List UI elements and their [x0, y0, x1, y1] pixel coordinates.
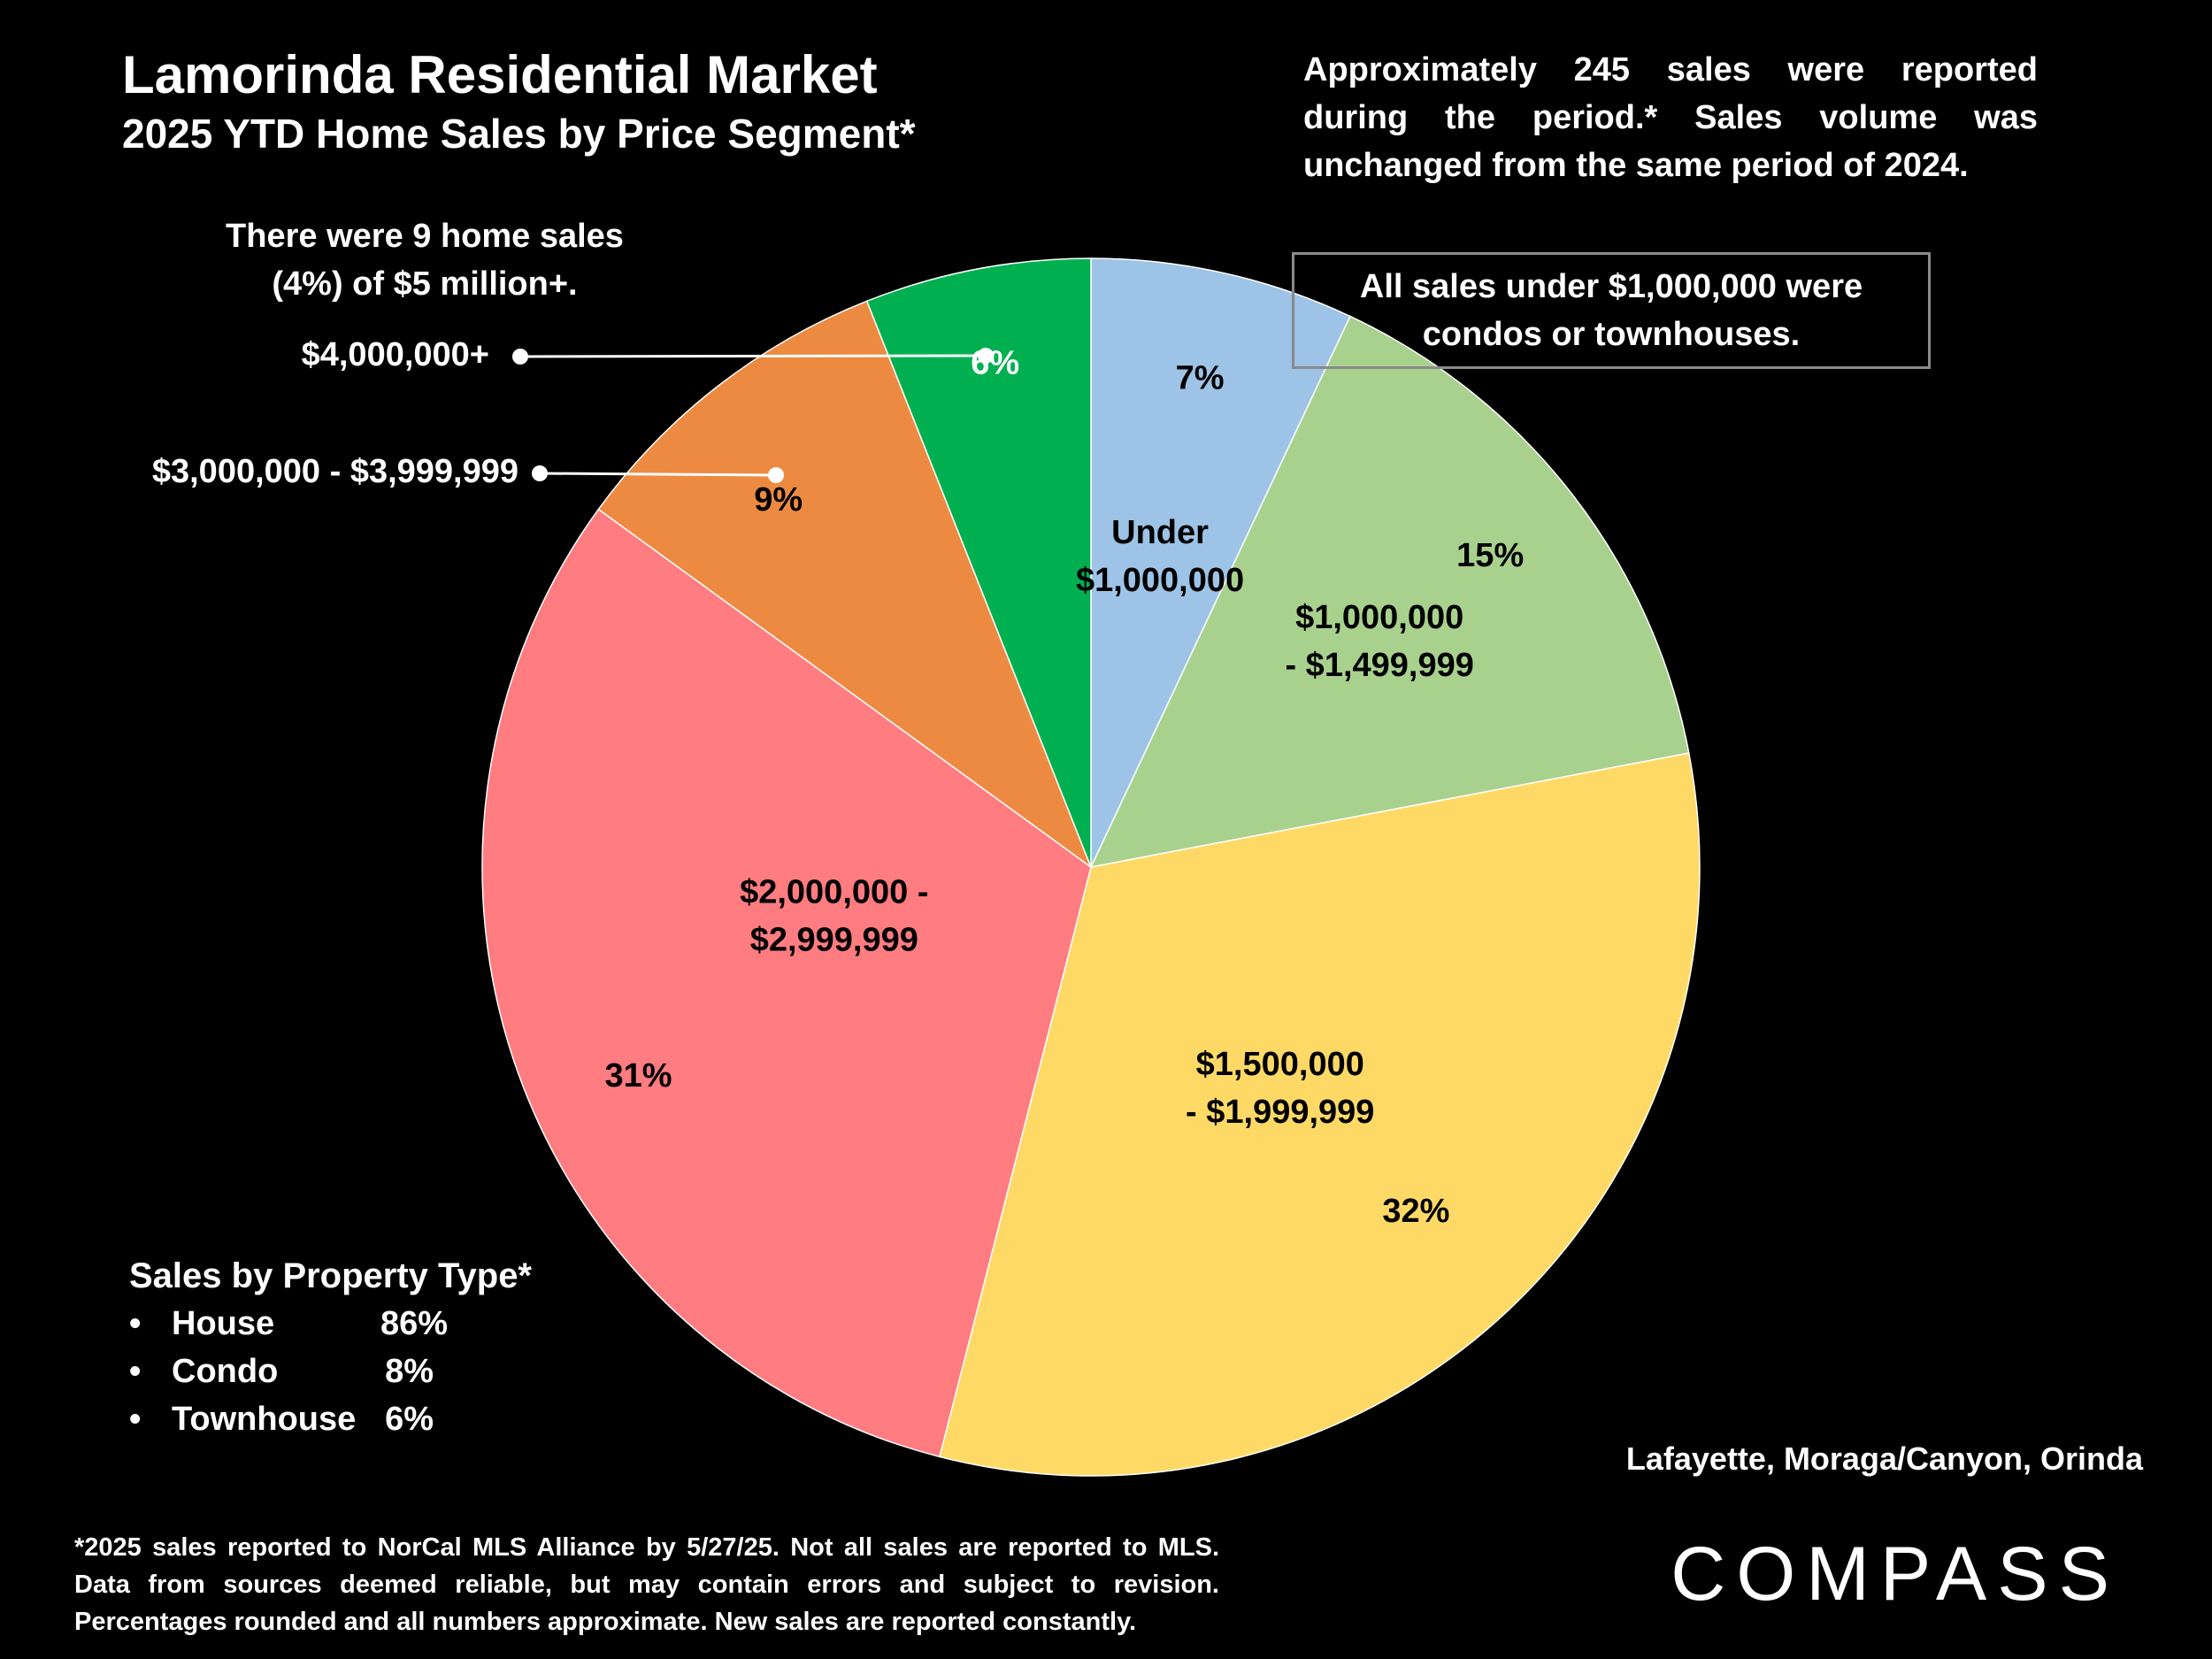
- property-type-row: • Condo 8%: [129, 1348, 532, 1395]
- callout-category-label: $4,000,000+: [302, 336, 489, 373]
- pie-slice: [597, 300, 1093, 870]
- condo-note-line: All sales under $1,000,000 were: [1359, 268, 1863, 305]
- callout-dot: [768, 467, 784, 483]
- property-type-title: Sales by Property Type*: [129, 1256, 532, 1295]
- slice-category-label: $1,000,000: [1295, 599, 1463, 636]
- slice-category-label: $2,999,999: [750, 922, 918, 959]
- condo-note-box: All sales under $1,000,000 were condos o…: [1292, 252, 1931, 369]
- compass-logo: COMPASS: [1671, 1532, 2120, 1617]
- callout-dot: [532, 465, 548, 481]
- five-million-note-line: There were 9 home sales: [226, 218, 624, 255]
- slice-category-label: $1,500,000: [1196, 1046, 1364, 1083]
- footnote: *2025 sales reported to NorCal MLS Allia…: [74, 1533, 1219, 1636]
- callout-line: [519, 354, 987, 358]
- pie-slice: [1089, 315, 1690, 869]
- chart-title: Lamorinda Residential Market: [122, 45, 878, 104]
- slice-percent-label: 7%: [1176, 359, 1225, 396]
- chart-subtitle: 2025 YTD Home Sales by Price Segment*: [122, 111, 916, 157]
- property-type-name: Townhouse: [172, 1400, 357, 1438]
- property-type-name: House: [172, 1304, 275, 1342]
- bullet: •: [129, 1304, 142, 1342]
- slice-category-label: Under: [1111, 514, 1209, 551]
- condo-note-line: condos or townhouses.: [1422, 316, 1801, 353]
- pie-slice: [938, 752, 1701, 1477]
- pie-labels: 7% Under $1,000,000 15% $1,000,000 - $1,499,9…: [604, 344, 1524, 1230]
- callout-category-label: $3,000,000 - $3,999,999: [152, 453, 518, 490]
- callout-dot: [512, 349, 528, 365]
- region-label: Lafayette, Moraga/Canyon, Orinda: [1625, 1440, 2143, 1477]
- property-type-value: 86%: [380, 1304, 449, 1342]
- slice-percent-label: 9%: [754, 481, 803, 518]
- callout-dot: [978, 348, 994, 364]
- slice-percent-label: 31%: [604, 1057, 672, 1094]
- property-type-legend: Sales by Property Type* • House 86% • Co…: [129, 1256, 532, 1443]
- property-type-row: • House 86%: [129, 1300, 532, 1348]
- property-type-name: Condo: [172, 1352, 279, 1390]
- five-million-note-line: (4%) of $5 million+.: [272, 265, 578, 303]
- slice-category-label: - $1,499,999: [1285, 647, 1473, 684]
- sales-volume-note-line: unchanged from the same period of 2024.: [1303, 147, 1969, 184]
- slice-category-label: $1,000,000: [1076, 562, 1244, 599]
- pie-callouts: $3,000,000 - $3,999,999 $4,000,000+: [152, 336, 994, 490]
- bullet: •: [129, 1400, 142, 1438]
- pie-slices: [481, 257, 1701, 1477]
- slice-percent-label: 15%: [1456, 537, 1524, 574]
- sales-volume-note: Approximately 245 sales were reported du…: [1303, 46, 2038, 189]
- property-type-row: • Townhouse 6%: [129, 1395, 532, 1443]
- property-type-value: 6%: [385, 1400, 434, 1438]
- slice-category-label: - $1,999,999: [1186, 1094, 1374, 1131]
- pie-slice: [481, 508, 1092, 1458]
- sales-volume-note-line: Approximately 245 sales were reported: [1303, 51, 2038, 88]
- property-type-value: 8%: [385, 1352, 434, 1390]
- slice-percent-label: 6%: [971, 344, 1019, 381]
- callout-line: [539, 472, 777, 477]
- five-million-note: There were 9 home sales (4%) of $5 milli…: [168, 212, 681, 308]
- pie-slice: [1090, 257, 1351, 868]
- slice-category-label: $2,000,000 -: [740, 874, 928, 911]
- sales-volume-note-line: during the period.* Sales volume was: [1303, 99, 2038, 136]
- bullet: •: [129, 1352, 142, 1390]
- pie-slice: [865, 257, 1092, 868]
- slice-percent-label: 32%: [1382, 1193, 1449, 1230]
